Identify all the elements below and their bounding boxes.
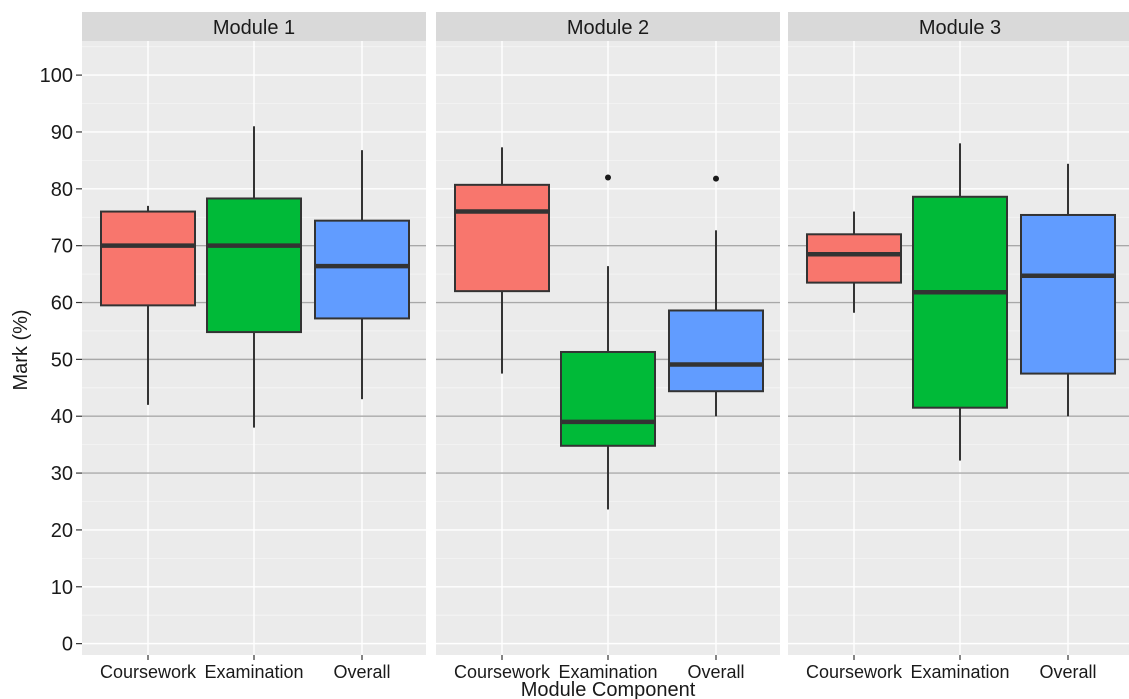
box-iqr	[454, 183, 550, 293]
y-axis-title: Mark (%)	[10, 309, 32, 390]
y-tick-label: 20	[51, 520, 73, 542]
y-tick-label: 50	[51, 349, 73, 371]
x-tick-label: Coursework	[100, 662, 197, 682]
panel-strip	[788, 12, 1129, 41]
box-coursework	[454, 147, 550, 374]
panel-3: Module 3 Coursework Examination Overall	[788, 12, 1129, 682]
x-axis-title: Module Component	[521, 679, 696, 699]
panel-strip	[436, 12, 780, 41]
box-coursework	[806, 211, 902, 313]
y-axis: 0 10 20 30 40 50 60 70 80 90 100	[40, 65, 82, 656]
box-examination	[560, 174, 656, 510]
panel-2: Module 2 Coursework Examination Overall	[436, 12, 780, 682]
panel-strip	[82, 12, 426, 41]
x-tick-label: Overall	[1039, 662, 1096, 682]
box-iqr	[560, 350, 656, 447]
box-overall	[1020, 163, 1116, 417]
box-overall	[314, 150, 410, 400]
box-examination	[912, 143, 1008, 461]
box-iqr	[806, 233, 902, 284]
y-tick-label: 0	[62, 634, 73, 656]
box-iqr	[912, 195, 1008, 409]
y-tick-label: 70	[51, 236, 73, 258]
x-tick-label: Coursework	[806, 662, 903, 682]
x-tick-label: Coursework	[454, 662, 551, 682]
box-iqr	[206, 197, 302, 334]
x-tick-label: Examination	[558, 662, 657, 682]
panel-title: Module 1	[213, 17, 295, 39]
y-tick-label: 80	[51, 179, 73, 201]
y-tick-label: 100	[40, 65, 73, 87]
box-iqr	[1020, 213, 1116, 375]
panel-title: Module 2	[567, 17, 649, 39]
y-tick-label: 10	[51, 577, 73, 599]
y-tick-label: 60	[51, 293, 73, 315]
box-iqr	[100, 210, 196, 307]
x-tick-label: Examination	[910, 662, 1009, 682]
y-tick-label: 90	[51, 122, 73, 144]
y-tick-label: 30	[51, 463, 73, 485]
y-tick-label: 40	[51, 406, 73, 428]
box-coursework	[100, 205, 196, 405]
outlier-point	[713, 175, 719, 182]
box-iqr	[314, 219, 410, 320]
box-overall	[668, 175, 764, 417]
x-tick-label: Overall	[333, 662, 390, 682]
panel-1: Module 1 Coursework Examination Overall	[82, 12, 426, 682]
outlier-point	[605, 174, 611, 181]
box-examination	[206, 126, 302, 428]
x-tick-label: Examination	[204, 662, 303, 682]
x-tick-label: Overall	[687, 662, 744, 682]
panel-title: Module 3	[919, 17, 1001, 39]
box-iqr	[668, 309, 764, 393]
